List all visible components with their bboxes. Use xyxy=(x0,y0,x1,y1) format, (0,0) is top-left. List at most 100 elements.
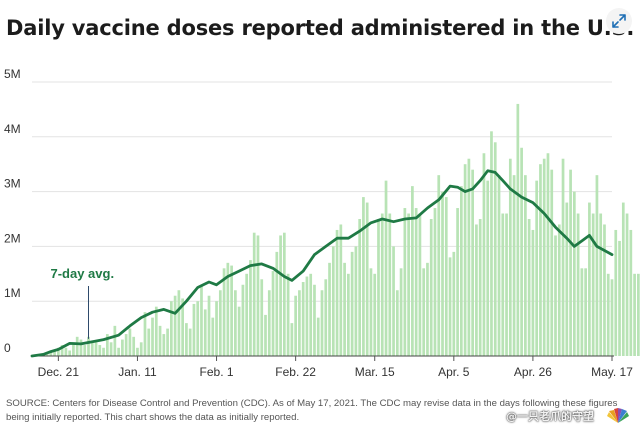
bar xyxy=(482,153,486,356)
bar xyxy=(595,175,599,356)
bar xyxy=(618,240,621,356)
bar xyxy=(298,290,301,356)
bar xyxy=(200,284,203,356)
x-tick-label: Apr. 26 xyxy=(514,365,552,379)
bar xyxy=(527,219,531,356)
bar xyxy=(102,347,105,356)
bar xyxy=(57,347,60,356)
bar xyxy=(373,273,377,356)
bar xyxy=(185,323,188,356)
bar xyxy=(132,336,136,356)
x-tick-label: Feb. 22 xyxy=(275,365,316,379)
bar xyxy=(249,260,252,356)
bar xyxy=(264,314,267,356)
bar xyxy=(388,213,392,356)
y-tick-label: 4M xyxy=(4,122,21,136)
y-tick-label: 1M xyxy=(4,286,21,300)
watermark: @一只老爪的守望 xyxy=(506,410,594,423)
bar xyxy=(637,273,640,356)
bar xyxy=(471,169,474,356)
cnbc-peacock-icon xyxy=(607,408,629,423)
bar xyxy=(271,271,275,356)
y-tick-label: 3M xyxy=(4,177,21,191)
bar xyxy=(173,295,177,356)
bar xyxy=(516,103,520,356)
bar xyxy=(339,224,343,356)
bar xyxy=(520,147,523,356)
bar xyxy=(136,347,139,356)
bar xyxy=(542,158,546,356)
bar xyxy=(565,202,569,356)
page-title: Daily vaccine doses reported administere… xyxy=(6,16,635,40)
bar xyxy=(45,353,49,356)
bar xyxy=(151,317,154,356)
bar xyxy=(207,295,211,356)
bar xyxy=(490,131,493,356)
bar xyxy=(109,342,113,356)
y-tick-label: 0 xyxy=(4,341,11,355)
bar xyxy=(546,153,550,356)
bar xyxy=(162,334,166,356)
bar xyxy=(177,290,181,356)
bar xyxy=(139,342,143,356)
y-tick-label: 2M xyxy=(4,231,21,245)
bar xyxy=(441,191,444,356)
bar xyxy=(418,213,422,356)
bar xyxy=(508,158,512,356)
x-tick-label: Mar. 15 xyxy=(355,365,395,379)
bar xyxy=(343,262,346,356)
bar xyxy=(335,229,339,356)
bar xyxy=(456,208,459,356)
seven-day-avg-line xyxy=(30,169,614,358)
bar xyxy=(166,328,169,356)
bar xyxy=(331,246,335,356)
x-tick-label: Dec. 21 xyxy=(38,365,80,379)
bar xyxy=(422,268,426,356)
bar xyxy=(463,164,467,356)
bar xyxy=(124,334,128,356)
bar xyxy=(279,235,282,356)
bar xyxy=(539,164,542,356)
bar xyxy=(181,298,184,356)
expand-button[interactable] xyxy=(606,8,632,34)
bar xyxy=(610,279,614,356)
bar xyxy=(286,273,290,356)
bar xyxy=(576,213,580,356)
bar xyxy=(591,213,595,356)
bar xyxy=(392,246,395,356)
bar xyxy=(211,317,215,356)
bar xyxy=(87,336,90,356)
x-tick-label: Jan. 11 xyxy=(118,365,157,379)
bar xyxy=(497,175,501,356)
bar xyxy=(90,342,94,356)
source-note: SOURCE: Centers for Disease Control and … xyxy=(6,398,618,423)
bar xyxy=(433,208,437,356)
bar xyxy=(169,301,173,356)
bar xyxy=(230,265,233,356)
bar xyxy=(606,273,610,356)
bar xyxy=(234,290,237,356)
bar xyxy=(301,282,305,356)
bar xyxy=(196,301,200,356)
bar xyxy=(411,186,414,356)
bar xyxy=(128,328,132,356)
bar xyxy=(72,342,75,356)
bar xyxy=(64,347,68,356)
bar xyxy=(49,351,53,356)
bar xyxy=(501,213,505,356)
bar xyxy=(290,323,294,356)
bar xyxy=(505,213,508,356)
bar xyxy=(256,235,260,356)
bar xyxy=(192,303,196,356)
bar xyxy=(561,158,565,356)
bar xyxy=(599,213,603,356)
bar xyxy=(426,262,429,356)
bar xyxy=(237,306,241,356)
bar xyxy=(569,169,572,356)
bar xyxy=(188,328,192,356)
bar xyxy=(384,180,388,356)
bar xyxy=(358,219,362,356)
bar xyxy=(437,175,441,356)
doses-chart: 0 1M 2M 3M 4M 5M Dec. 21 Jan. 11 Feb. 1 Feb. 22 Ma… xyxy=(4,67,640,379)
bar xyxy=(614,229,618,356)
